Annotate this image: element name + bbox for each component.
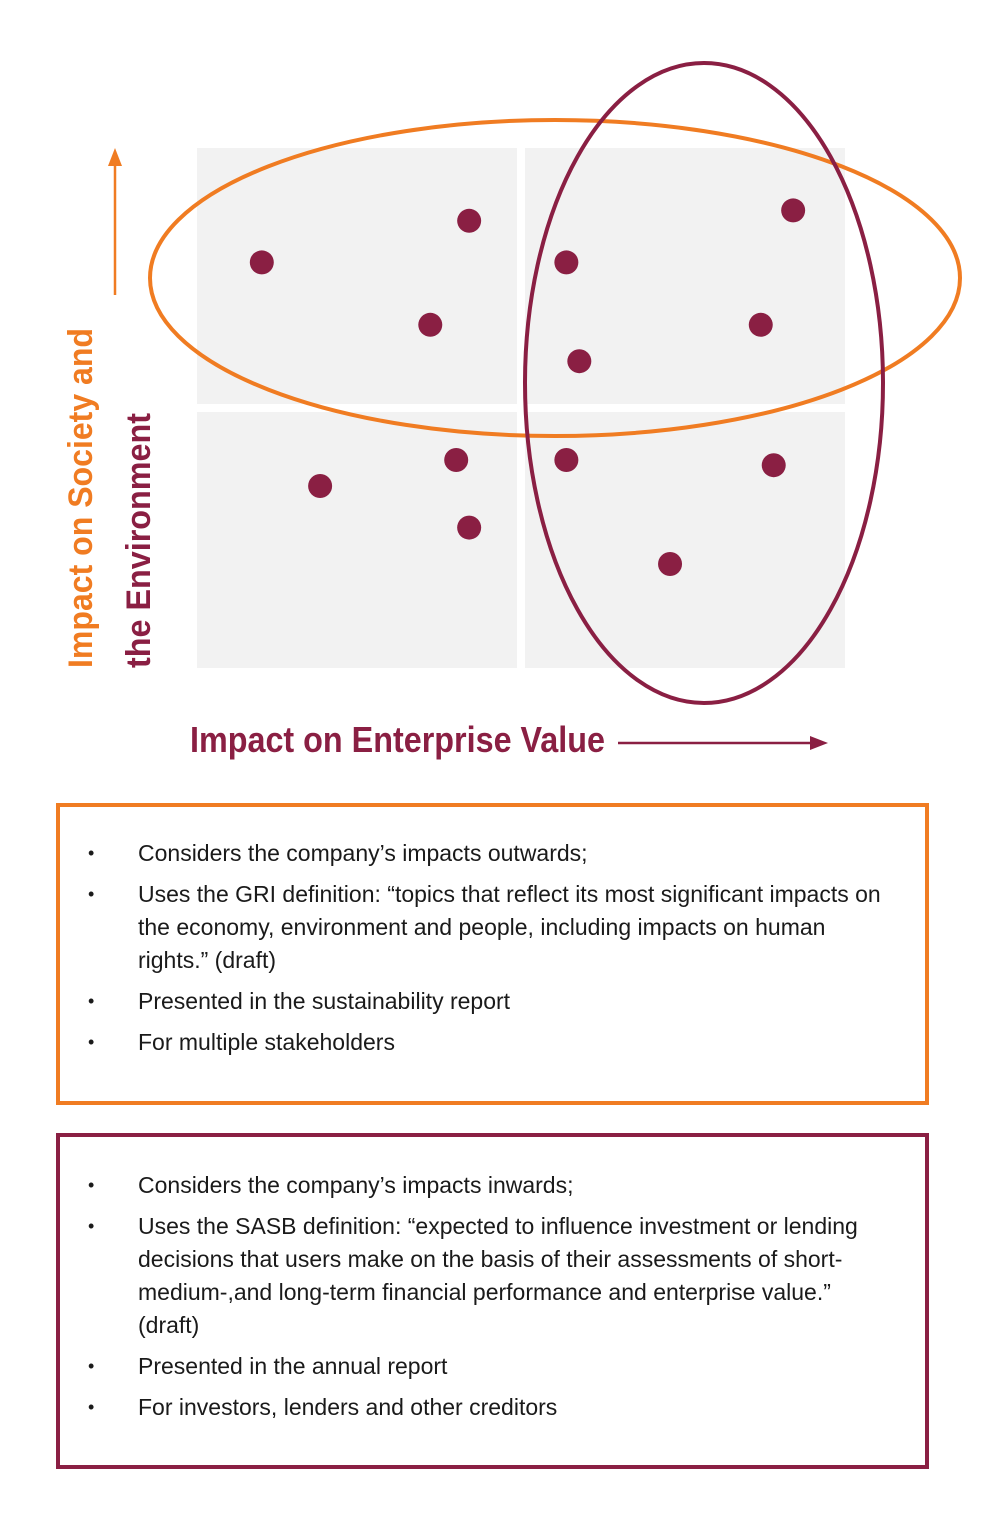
data-point xyxy=(658,552,683,576)
list-item: • Uses the SASB definition: “expected to … xyxy=(60,1210,925,1342)
materiality-diagram: Impact on Society and the Environment Im… xyxy=(62,61,962,760)
list-item-text: Uses the GRI definition: “topics that re… xyxy=(138,881,881,973)
list-item-text: Considers the company’s impacts inwards; xyxy=(138,1172,574,1198)
list-item-text: For multiple stakeholders xyxy=(138,1029,395,1055)
data-point xyxy=(444,448,469,472)
list-item-text: Presented in the sustainability report xyxy=(138,988,511,1014)
bullet-marker: • xyxy=(88,843,95,863)
bullet-marker: • xyxy=(88,1175,95,1195)
society-environment-ellipse xyxy=(148,118,962,438)
x-axis-label: Impact on Enterprise Value xyxy=(190,719,605,760)
quadrant-bottom-right xyxy=(525,412,845,668)
list-item: • For multiple stakeholders xyxy=(60,1026,925,1059)
data-point xyxy=(761,453,786,478)
bullet-marker: • xyxy=(88,1032,95,1052)
list-item-text: Presented in the annual report xyxy=(138,1353,448,1379)
bullet-marker: • xyxy=(88,1397,95,1417)
data-point xyxy=(418,312,443,337)
bullet-marker: • xyxy=(88,1216,95,1236)
society-materiality-list: • Considers the company’s impacts outward… xyxy=(60,837,925,1059)
society-materiality-box: • Considers the company’s impacts outward… xyxy=(56,803,929,1105)
data-points xyxy=(249,198,806,576)
list-item: • Considers the company’s impacts inwards… xyxy=(60,1169,925,1202)
list-item: • Considers the company’s impacts outward… xyxy=(60,837,925,870)
enterprise-materiality-list: • Considers the company’s impacts inwards… xyxy=(60,1169,925,1424)
data-point xyxy=(781,198,806,223)
list-item-text: Uses the SASB definition: “expected to i… xyxy=(138,1213,858,1338)
list-item: • Uses the GRI definition: “topics that r… xyxy=(60,878,925,977)
quadrant-top-left xyxy=(197,148,517,404)
list-item: • Presented in the annual report xyxy=(60,1350,925,1383)
data-point xyxy=(748,312,773,337)
list-item-text: Considers the company’s impacts outwards… xyxy=(138,840,588,866)
data-point xyxy=(457,515,482,540)
bullet-marker: • xyxy=(88,991,95,1011)
y-axis-label-line2: the Environment xyxy=(120,413,158,668)
data-point xyxy=(457,208,482,233)
data-point xyxy=(308,474,333,498)
enterprise-value-ellipse xyxy=(523,61,885,705)
data-point xyxy=(249,250,274,275)
bullet-marker: • xyxy=(88,1356,95,1376)
data-point xyxy=(567,349,592,374)
quadrant-bottom-left xyxy=(197,412,517,668)
data-point xyxy=(554,250,579,275)
enterprise-materiality-box: • Considers the company’s impacts inwards… xyxy=(56,1133,929,1469)
y-axis-label-line1: Impact on Society and xyxy=(62,328,100,668)
list-item-text: For investors, lenders and other credito… xyxy=(138,1394,558,1420)
list-item: • For investors, lenders and other credit… xyxy=(60,1391,925,1424)
list-item: • Presented in the sustainability report xyxy=(60,985,925,1018)
bullet-marker: • xyxy=(88,884,95,904)
y-axis-arrow-head xyxy=(108,148,122,166)
x-axis-arrow-head xyxy=(810,736,828,750)
data-point xyxy=(554,448,579,472)
